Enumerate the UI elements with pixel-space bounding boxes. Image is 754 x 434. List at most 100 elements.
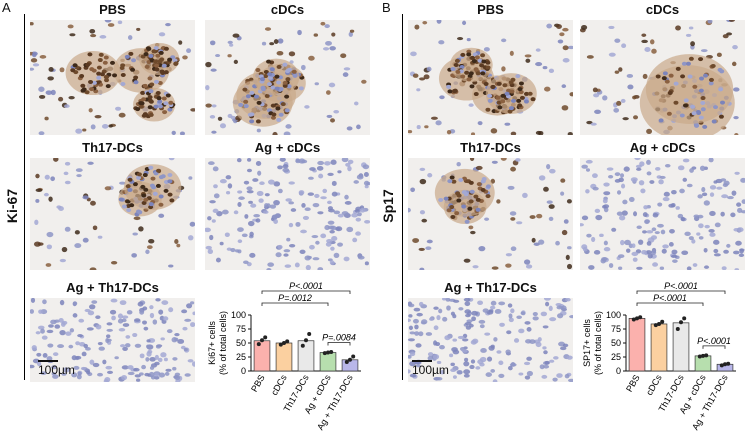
cell-nucleus — [622, 199, 628, 205]
cluster-nucleus — [694, 123, 700, 128]
cell-nucleus — [355, 231, 361, 236]
cell-nucleus — [659, 175, 666, 179]
cell-nucleus — [652, 262, 659, 267]
cluster-nucleus — [284, 94, 290, 99]
cell-nucleus — [125, 335, 131, 339]
cell-nucleus — [172, 357, 178, 361]
cell-nucleus — [682, 158, 690, 163]
cell-nucleus — [701, 192, 708, 197]
cell-nucleus — [325, 242, 332, 247]
cell-nucleus — [81, 351, 87, 357]
cell-nucleus — [621, 43, 627, 49]
cell-nucleus — [603, 191, 611, 196]
data-point — [631, 317, 636, 322]
cell-nucleus — [136, 27, 141, 31]
cluster-nucleus — [471, 59, 477, 64]
cell-nucleus — [252, 178, 259, 182]
cell-nucleus — [61, 372, 67, 376]
cell-nucleus — [668, 203, 675, 208]
cell-nucleus — [408, 130, 413, 134]
cell-nucleus — [463, 361, 470, 367]
cluster-nucleus — [680, 74, 686, 79]
cell-nucleus — [157, 357, 163, 363]
cluster-nucleus — [136, 175, 142, 180]
cluster-nucleus — [483, 81, 489, 86]
cell-nucleus — [557, 313, 564, 319]
cell-nucleus — [561, 105, 569, 111]
cell-nucleus — [304, 207, 311, 212]
cell-nucleus — [328, 82, 336, 88]
cell-nucleus — [513, 338, 520, 343]
cell-nucleus — [75, 341, 80, 346]
cell-nucleus — [237, 227, 244, 232]
cell-nucleus — [470, 359, 476, 364]
panel-b-scalebar-text: 100µm — [412, 363, 449, 377]
cell-nucleus — [31, 52, 37, 58]
cell-nucleus — [309, 244, 315, 250]
cell-nucleus — [205, 227, 211, 233]
cluster-nucleus — [460, 74, 466, 79]
cell-nucleus — [549, 359, 555, 363]
cell-nucleus — [35, 173, 40, 179]
cell-nucleus — [468, 225, 474, 230]
cluster-nucleus — [451, 179, 457, 184]
cell-nucleus — [714, 222, 721, 228]
cell-nucleus — [532, 312, 538, 317]
data-point — [638, 315, 643, 320]
significance-bracket — [261, 290, 351, 294]
cell-nucleus — [330, 246, 335, 251]
cell-nucleus — [532, 316, 539, 321]
cluster-nucleus — [136, 209, 142, 214]
cell-nucleus — [616, 211, 623, 216]
cell-nucleus — [628, 196, 635, 202]
cell-nucleus — [462, 338, 469, 342]
cell-nucleus — [581, 215, 589, 221]
cell-nucleus — [684, 231, 691, 237]
cluster-nucleus — [504, 91, 510, 96]
cluster-nucleus — [455, 191, 461, 196]
cell-nucleus — [651, 48, 657, 54]
cell-nucleus — [64, 226, 71, 232]
cell-nucleus — [295, 221, 301, 227]
cell-nucleus — [439, 95, 445, 100]
cell-nucleus — [80, 366, 86, 371]
bar-chart-svg: 0 25 50 75 100 Ki67+ cells (% of total cells) P… — [207, 281, 361, 432]
cluster-nucleus — [469, 189, 475, 194]
cell-nucleus — [68, 96, 75, 100]
cell-nucleus — [642, 73, 648, 79]
cluster-nucleus — [150, 176, 156, 181]
cluster-nucleus — [154, 67, 160, 72]
panel-a-title-ag-th17: Ag + Th17-DCs — [66, 280, 159, 295]
cluster-nucleus — [691, 111, 697, 116]
cell-nucleus — [142, 306, 148, 311]
cell-nucleus — [463, 298, 471, 302]
cell-nucleus — [51, 365, 58, 370]
cell-nucleus — [186, 303, 193, 309]
cell-nucleus — [348, 31, 353, 37]
cell-nucleus — [331, 191, 338, 197]
cell-nucleus — [62, 367, 70, 373]
y-tick-label: 25 — [611, 352, 621, 362]
cell-nucleus — [341, 158, 349, 163]
cell-nucleus — [646, 171, 652, 176]
cell-nucleus — [89, 28, 96, 34]
cluster-nucleus — [142, 173, 148, 178]
cell-nucleus — [542, 325, 549, 329]
cluster-nucleus — [143, 52, 149, 57]
cluster-nucleus — [699, 76, 705, 81]
cell-nucleus — [190, 108, 195, 112]
cell-nucleus — [641, 39, 648, 44]
cell-nucleus — [675, 206, 680, 210]
cell-nucleus — [119, 344, 126, 348]
cell-nucleus — [30, 309, 35, 314]
cell-nucleus — [471, 310, 479, 316]
cell-nucleus — [320, 233, 327, 239]
cell-nucleus — [248, 200, 253, 204]
cell-nucleus — [693, 214, 700, 219]
cluster-nucleus — [662, 71, 668, 76]
cell-nucleus — [644, 219, 650, 225]
cluster-nucleus — [480, 53, 486, 58]
cluster-nucleus — [666, 111, 672, 116]
y-tick-label: 100 — [231, 310, 246, 320]
cell-nucleus — [601, 257, 608, 261]
